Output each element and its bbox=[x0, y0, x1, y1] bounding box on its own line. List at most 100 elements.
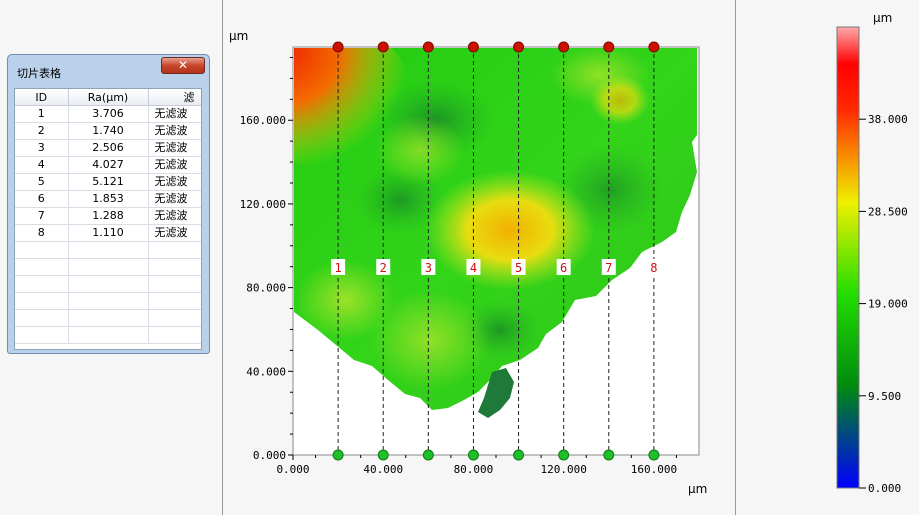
slice-handle-bottom[interactable] bbox=[603, 449, 615, 461]
cell-empty bbox=[148, 241, 201, 259]
table-row-empty[interactable] bbox=[15, 241, 201, 259]
cell-ra: 1.853 bbox=[68, 190, 149, 208]
slice-handle-bottom[interactable] bbox=[332, 449, 344, 461]
cell-empty bbox=[15, 326, 69, 344]
slice-handle-top[interactable] bbox=[422, 41, 434, 53]
slice-handle-bottom[interactable] bbox=[648, 449, 660, 461]
slice-label[interactable]: 2 bbox=[380, 261, 387, 275]
cell-empty bbox=[15, 309, 69, 327]
cell-empty bbox=[68, 258, 149, 276]
slice-handle-top[interactable] bbox=[603, 41, 615, 53]
cell-id: 1 bbox=[15, 105, 69, 123]
cell-ra: 1.288 bbox=[68, 207, 149, 225]
cell-id: 6 bbox=[15, 190, 69, 208]
slice-label[interactable]: 8 bbox=[650, 261, 657, 275]
slice-table[interactable]: ID Ra(μm) 滤 1 3.706 无滤波 2 1.740 无滤波 3 2.506 无滤波 4… bbox=[14, 88, 202, 350]
slice-label-bg bbox=[556, 259, 571, 275]
x-tick-label: 120.000 bbox=[540, 463, 586, 476]
cell-empty bbox=[148, 258, 201, 276]
cell-id: 8 bbox=[15, 224, 69, 242]
table-row[interactable]: 7 1.288 无滤波 bbox=[15, 207, 201, 225]
slice-handle-bottom[interactable] bbox=[467, 449, 479, 461]
x-tick-label: 0.000 bbox=[276, 463, 309, 476]
slice-handle-bottom[interactable] bbox=[377, 449, 389, 461]
surface-island bbox=[478, 368, 514, 418]
slice-handle-top[interactable] bbox=[513, 41, 525, 53]
table-row[interactable]: 2 1.740 无滤波 bbox=[15, 122, 201, 140]
cell-id: 7 bbox=[15, 207, 69, 225]
colorbar-tick-label: 9.500 bbox=[868, 390, 901, 403]
dialog-title: 切片表格 bbox=[17, 67, 61, 80]
table-row[interactable]: 4 4.027 无滤波 bbox=[15, 156, 201, 174]
panel-divider-left bbox=[222, 0, 223, 515]
table-row-empty[interactable] bbox=[15, 326, 201, 344]
slice-table-dialog[interactable]: 切片表格 ✕ ID Ra(μm) 滤 1 3.706 无滤波 2 1.740 无滤波 3 2.… bbox=[7, 54, 210, 354]
y-tick-label: 0.000 bbox=[253, 449, 286, 462]
cell-filter: 无滤波 bbox=[148, 139, 201, 157]
slice-label-bg bbox=[646, 259, 661, 275]
slice-label[interactable]: 4 bbox=[470, 261, 477, 275]
slice-handle-bottom[interactable] bbox=[422, 449, 434, 461]
y-axis-unit: μm bbox=[229, 29, 249, 43]
table-row[interactable]: 6 1.853 无滤波 bbox=[15, 190, 201, 208]
column-header-ra[interactable]: Ra(μm) bbox=[68, 89, 149, 106]
table-row-empty[interactable] bbox=[15, 275, 201, 293]
cell-empty bbox=[148, 326, 201, 344]
table-row[interactable]: 8 1.110 无滤波 bbox=[15, 224, 201, 242]
column-header-id[interactable]: ID bbox=[15, 89, 69, 106]
cell-empty bbox=[15, 241, 69, 259]
cell-id: 4 bbox=[15, 156, 69, 174]
cell-ra: 3.706 bbox=[68, 105, 149, 123]
cell-id: 3 bbox=[15, 139, 69, 157]
cell-empty bbox=[15, 292, 69, 310]
y-tick-label: 160.000 bbox=[240, 114, 286, 127]
cell-filter: 无滤波 bbox=[148, 207, 201, 225]
x-tick-label: 160.000 bbox=[631, 463, 677, 476]
y-tick-label: 120.000 bbox=[240, 198, 286, 211]
slice-handle-bottom[interactable] bbox=[558, 449, 570, 461]
colorbar-tick-label: 28.500 bbox=[868, 205, 908, 218]
cell-ra: 1.110 bbox=[68, 224, 149, 242]
cell-ra: 1.740 bbox=[68, 122, 149, 140]
cell-id: 5 bbox=[15, 173, 69, 191]
slice-handle-bottom[interactable] bbox=[513, 449, 525, 461]
cell-empty bbox=[15, 275, 69, 293]
colorbar-tick-label: 19.000 bbox=[868, 298, 908, 311]
cell-filter: 无滤波 bbox=[148, 156, 201, 174]
slice-label[interactable]: 7 bbox=[605, 261, 612, 275]
table-row[interactable]: 3 2.506 无滤波 bbox=[15, 139, 201, 157]
slice-label-bg bbox=[511, 259, 526, 275]
colorbar-tick-label: 0.000 bbox=[868, 482, 901, 495]
slice-label[interactable]: 1 bbox=[334, 261, 341, 275]
x-tick-label: 80.000 bbox=[454, 463, 494, 476]
slice-handle-top[interactable] bbox=[648, 41, 660, 53]
column-header-filter[interactable]: 滤 bbox=[148, 89, 201, 106]
slice-handle-top[interactable] bbox=[332, 41, 344, 53]
slice-label-bg bbox=[331, 259, 346, 275]
cell-empty bbox=[15, 258, 69, 276]
slice-handle-top[interactable] bbox=[377, 41, 389, 53]
close-button[interactable]: ✕ bbox=[161, 57, 205, 74]
cell-filter: 无滤波 bbox=[148, 173, 201, 191]
cell-empty bbox=[148, 292, 201, 310]
slice-handle-top[interactable] bbox=[558, 41, 570, 53]
y-tick-label: 80.000 bbox=[246, 282, 286, 295]
table-row[interactable]: 5 5.121 无滤波 bbox=[15, 173, 201, 191]
table-header-row: ID Ra(μm) 滤 bbox=[15, 89, 201, 106]
table-row[interactable]: 1 3.706 无滤波 bbox=[15, 105, 201, 123]
cell-empty bbox=[148, 275, 201, 293]
slice-label[interactable]: 6 bbox=[560, 261, 567, 275]
slice-label[interactable]: 3 bbox=[425, 261, 432, 275]
slice-handle-top[interactable] bbox=[467, 41, 479, 53]
cell-filter: 无滤波 bbox=[148, 190, 201, 208]
table-row-empty[interactable] bbox=[15, 292, 201, 310]
cell-ra: 2.506 bbox=[68, 139, 149, 157]
cell-filter: 无滤波 bbox=[148, 105, 201, 123]
cell-ra: 5.121 bbox=[68, 173, 149, 191]
table-row-empty[interactable] bbox=[15, 258, 201, 276]
slice-label[interactable]: 5 bbox=[515, 261, 522, 275]
cell-filter: 无滤波 bbox=[148, 224, 201, 242]
cell-empty bbox=[68, 275, 149, 293]
table-row-empty[interactable] bbox=[15, 309, 201, 327]
